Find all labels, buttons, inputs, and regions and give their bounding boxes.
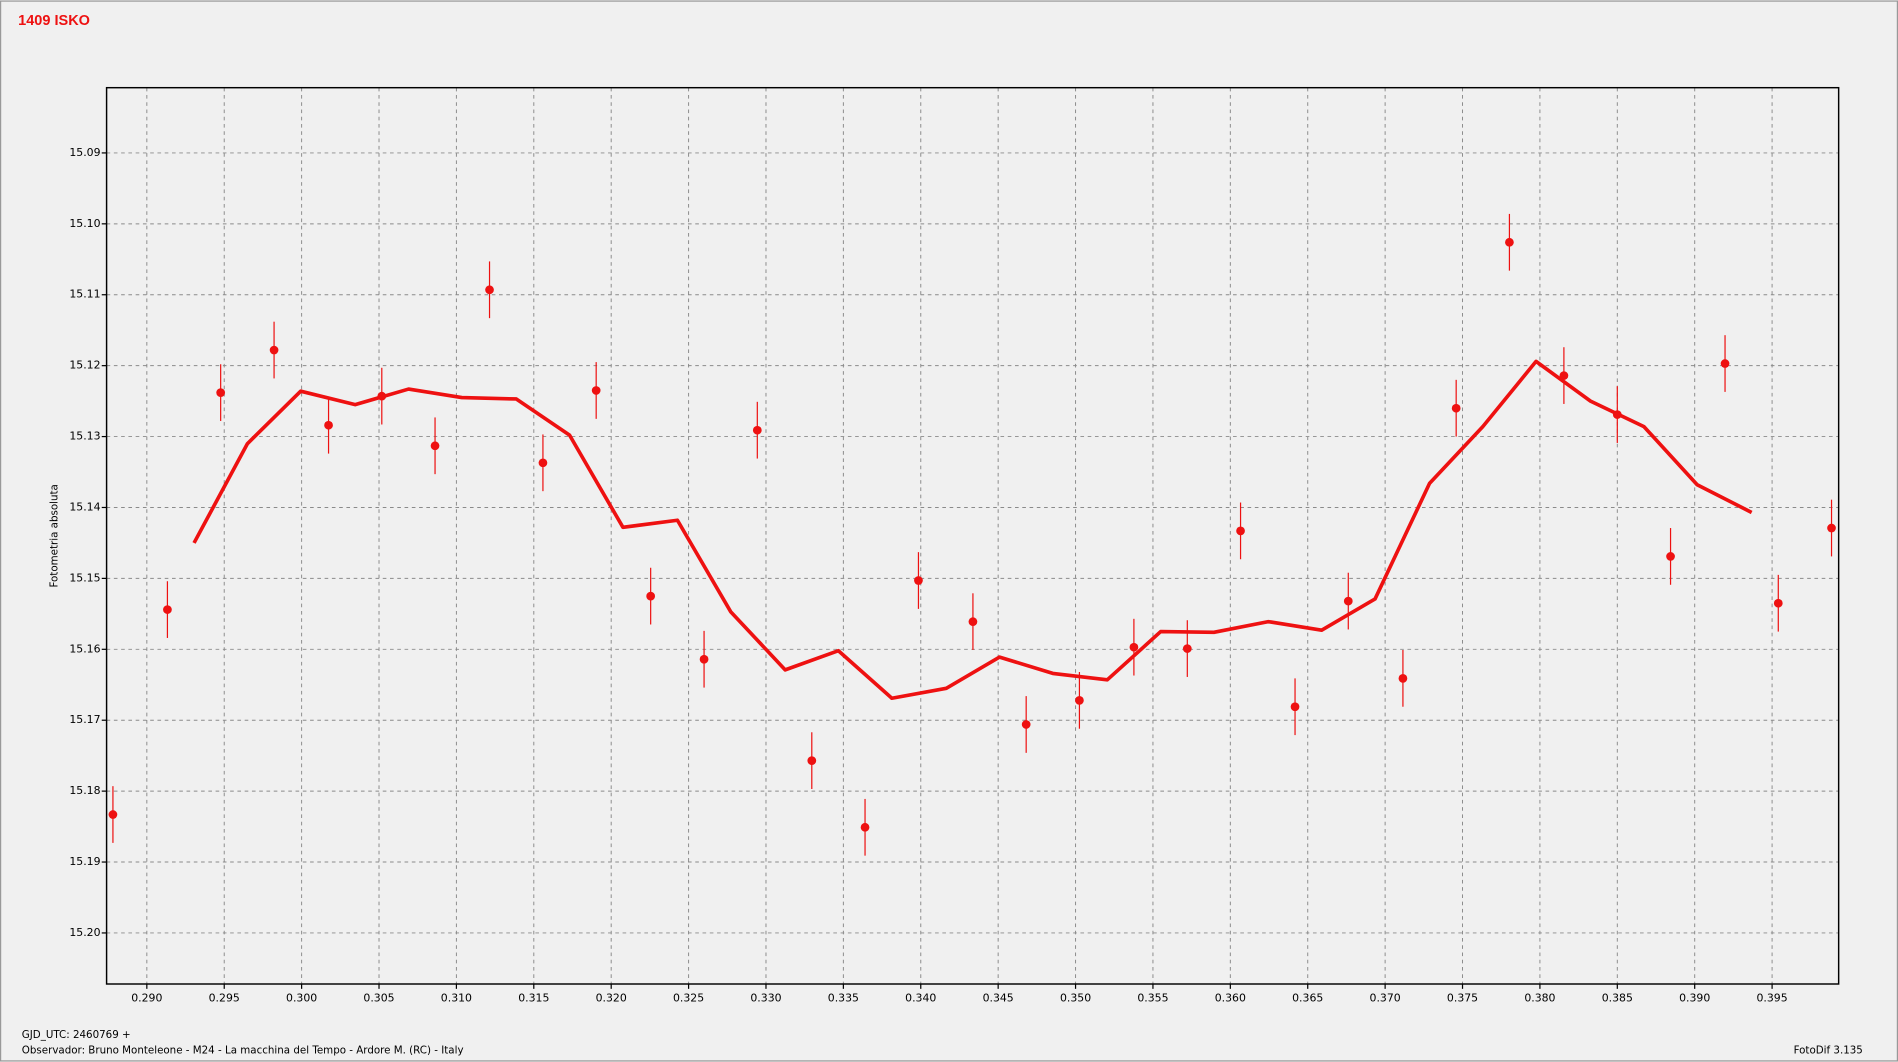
x-tick-label: 0.345	[983, 992, 1014, 1005]
data-point	[807, 756, 817, 765]
data-point	[1182, 644, 1192, 653]
x-tick-label: 0.290	[131, 992, 162, 1005]
data-point	[968, 617, 978, 627]
data-point	[1075, 695, 1084, 705]
data-point	[485, 285, 494, 295]
x-tick-label: 0.305	[363, 992, 394, 1005]
data-point	[1236, 526, 1245, 536]
y-tick-label: 15.13	[69, 430, 100, 443]
data-point	[1827, 523, 1836, 533]
x-tick-label: 0.310	[441, 992, 472, 1005]
x-tick-label: 0.390	[1679, 992, 1710, 1005]
y-tick-label: 15.16	[69, 642, 100, 655]
data-point	[269, 345, 279, 355]
y-tick-label: 15.20	[69, 926, 100, 939]
data-point	[108, 810, 118, 819]
y-tick-label: 15.15	[69, 571, 100, 584]
data-point	[1343, 596, 1353, 606]
data-point	[914, 576, 923, 585]
x-tick-label: 0.350	[1060, 992, 1091, 1005]
x-tick-label: 0.340	[905, 992, 936, 1005]
data-point	[860, 822, 870, 832]
y-tick-label: 15.14	[69, 500, 100, 513]
y-tick-label: 15.17	[69, 713, 100, 726]
x-tick-label: 0.370	[1370, 992, 1401, 1005]
footer-version: FotoDif 3.135	[1794, 1045, 1863, 1057]
footer-date: GJD_UTC: 2460769 +	[22, 1029, 131, 1041]
data-point	[1021, 720, 1031, 729]
chart-title: 1409 ISKO	[18, 13, 90, 29]
data-point	[1290, 702, 1300, 712]
data-point	[646, 591, 656, 601]
y-tick-label: 15.19	[69, 855, 100, 868]
data-point	[1559, 371, 1569, 380]
x-tick-label: 0.365	[1292, 992, 1323, 1005]
plot-area	[106, 87, 1839, 985]
x-tick-label: 0.385	[1602, 992, 1633, 1005]
x-tick-label: 0.330	[750, 992, 781, 1005]
y-tick-label: 15.18	[69, 784, 100, 797]
footer-observer: Observador: Bruno Monteleone - M24 - La …	[22, 1045, 464, 1057]
data-point	[1773, 598, 1783, 608]
x-tick-label: 0.395	[1756, 992, 1787, 1005]
x-tick-label: 0.360	[1215, 992, 1246, 1005]
data-point	[538, 458, 548, 468]
x-tick-label: 0.325	[673, 992, 704, 1005]
x-tick-label: 0.375	[1447, 992, 1478, 1005]
x-tick-label: 0.320	[596, 992, 627, 1005]
y-axis-label: Fotometria absoluta	[49, 484, 61, 587]
data-point	[1720, 359, 1730, 368]
x-tick-label: 0.315	[518, 992, 549, 1005]
y-tick-label: 15.12	[69, 359, 100, 372]
data-point	[216, 388, 226, 397]
x-tick-label: 0.355	[1137, 992, 1168, 1005]
data-point	[1505, 237, 1514, 247]
x-tick-label: 0.335	[828, 992, 859, 1005]
y-tick-label: 15.09	[69, 146, 100, 159]
plot-border	[105, 86, 1840, 985]
data-point	[752, 425, 762, 435]
x-tick-label: 0.295	[209, 992, 240, 1005]
y-tick-label: 15.11	[69, 288, 100, 301]
x-tick-label: 0.380	[1524, 992, 1555, 1005]
x-tick-label: 0.300	[286, 992, 317, 1005]
data-point	[591, 386, 601, 395]
data-point	[1398, 674, 1408, 683]
data-point	[163, 605, 172, 614]
data-point	[324, 420, 333, 430]
data-point	[1666, 552, 1675, 561]
y-tick-label: 15.10	[69, 217, 100, 230]
data-point	[1451, 403, 1461, 413]
data-point	[430, 441, 440, 451]
data-point	[1129, 642, 1139, 652]
trend-line	[192, 359, 1753, 701]
data-point	[699, 654, 709, 664]
